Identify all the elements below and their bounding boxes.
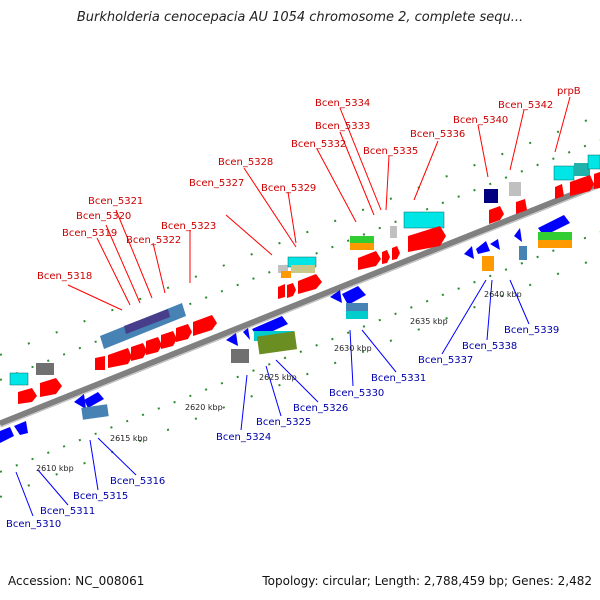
- gene-label: Bcen_5323: [161, 221, 216, 232]
- genome-stats-text: Topology: circular; Length: 2,788,459 bp…: [262, 574, 592, 588]
- map-title: Burkholderia cenocepacia AU 1054 chromos…: [76, 10, 524, 25]
- top-leader-lines: [67, 96, 571, 311]
- kbp-label: 2635 kbp: [410, 317, 448, 326]
- gene-label: Bcen_5325: [256, 417, 311, 428]
- top-gene-labels: Bcen_5318 Bcen_5319 Bcen_5320 Bcen_5321 …: [37, 86, 581, 282]
- gene-label: Bcen_5338: [462, 341, 517, 352]
- gene-label: Bcen_5342: [498, 100, 553, 111]
- gene-label: Bcen_5339: [504, 325, 559, 336]
- kbp-label: 2625 kbp: [259, 373, 297, 382]
- gene-label: Bcen_5332: [291, 139, 346, 150]
- bottom-leader-lines: [15, 279, 530, 517]
- gene-label: Bcen_5336: [410, 129, 465, 140]
- gene-label: Bcen_5324: [216, 432, 271, 443]
- accession-text: Accession: NC_008061: [8, 574, 145, 588]
- gene-label: prpB: [557, 86, 581, 97]
- gene-label: Bcen_5318: [37, 271, 92, 282]
- gene-label: Bcen_5319: [62, 228, 117, 239]
- gene-label: Bcen_5322: [126, 235, 181, 246]
- chromosome-backbone: [0, 180, 600, 428]
- kbp-label: 2640 kbp: [484, 290, 522, 299]
- gene-label: Bcen_5315: [73, 491, 128, 502]
- gene-label: Bcen_5333: [315, 121, 370, 132]
- kbp-label: 2615 kbp: [110, 434, 148, 443]
- gene-label: Bcen_5327: [189, 178, 244, 189]
- chromosome-backbone-shadow: [0, 186, 600, 428]
- gene-label: Bcen_5311: [40, 506, 95, 517]
- gene-label: Bcen_5326: [293, 403, 348, 414]
- gene-label: Bcen_5331: [371, 373, 426, 384]
- gene-label: Bcen_5337: [418, 355, 473, 366]
- gene-label: Bcen_5329: [261, 183, 316, 194]
- kbp-label: 2620 kbp: [185, 403, 223, 412]
- gene-label: Bcen_5340: [453, 115, 508, 126]
- bottom-strand-features: [0, 215, 572, 443]
- gene-label: Bcen_5334: [315, 98, 370, 109]
- gene-label: Bcen_5335: [363, 146, 418, 157]
- kbp-label: 2610 kbp: [36, 464, 74, 473]
- bottom-gene-labels: Bcen_5310 Bcen_5311 Bcen_5315 Bcen_5316 …: [6, 325, 559, 530]
- gene-label: Bcen_5316: [110, 476, 165, 487]
- gene-label: Bcen_5321: [88, 196, 143, 207]
- gene-label: Bcen_5320: [76, 211, 131, 222]
- gene-label: Bcen_5310: [6, 519, 61, 530]
- kbp-label: 2630 kbp: [334, 344, 372, 353]
- gene-label: Bcen_5328: [218, 157, 273, 168]
- kbp-ticks: 2610 kbp 2615 kbp 2620 kbp 2625 kbp 2630…: [36, 290, 522, 473]
- gene-label: Bcen_5330: [329, 388, 384, 399]
- top-strand-features: [9, 154, 600, 404]
